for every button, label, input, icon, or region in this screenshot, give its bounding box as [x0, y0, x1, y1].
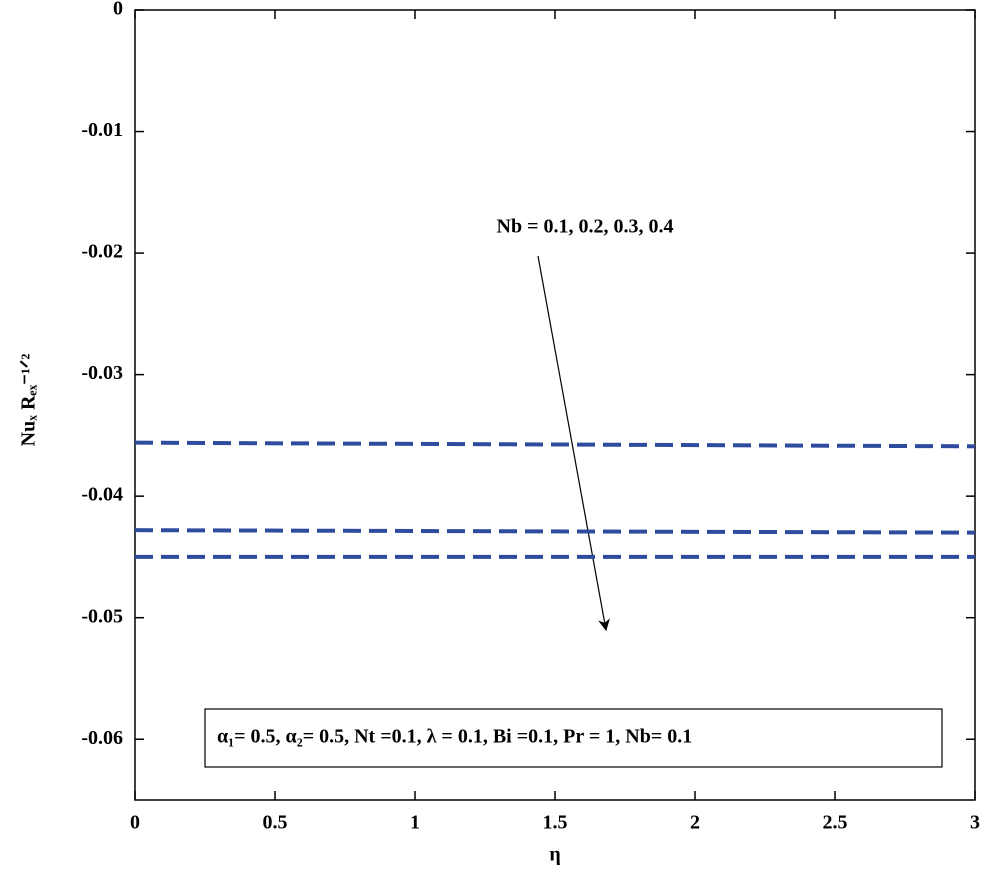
- y-tick-label: -0.02: [81, 241, 123, 263]
- x-tick-label: 1: [410, 812, 420, 834]
- x-tick-label: 1.5: [543, 812, 568, 834]
- y-tick-label: -0.06: [81, 727, 123, 749]
- annotation: Nb = 0.1, 0.2, 0.3, 0.4: [497, 216, 674, 238]
- y-tick-label: 0: [113, 0, 123, 20]
- x-tick-label: 3: [970, 812, 980, 834]
- x-tick-label: 2.5: [823, 812, 848, 834]
- y-tick-label: -0.05: [81, 605, 123, 627]
- x-tick-label: 0.5: [263, 812, 288, 834]
- data-line: [134, 440, 976, 449]
- y-tick-label: -0.04: [81, 484, 123, 506]
- plot-frame: [134, 9, 976, 801]
- y-axis-label: Nuₓ Rₑₓ⁻¹ᐟ²: [18, 354, 40, 447]
- annotation-box: [204, 708, 943, 768]
- x-tick-label: 0: [130, 812, 140, 834]
- y-tick-label: -0.01: [81, 119, 123, 141]
- x-tick-label: 2: [690, 812, 700, 834]
- annotation-arrow: [537, 255, 610, 632]
- annotation: α₁= 0.5, α₂= 0.5, Nt =0.1, λ = 0.1, Bi =…: [217, 726, 692, 748]
- y-tick-label: -0.03: [81, 362, 123, 384]
- x-axis-label: η: [549, 844, 560, 866]
- data-line: [134, 528, 976, 535]
